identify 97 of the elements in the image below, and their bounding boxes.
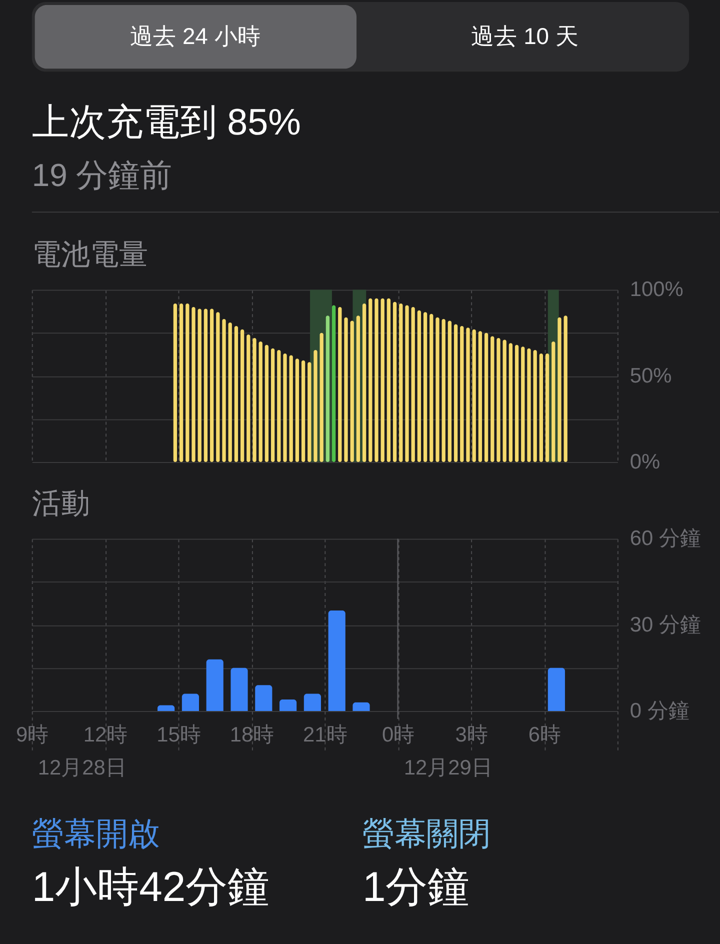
bar xyxy=(252,338,256,462)
bar xyxy=(204,308,208,462)
bar xyxy=(216,312,220,462)
bar xyxy=(527,348,531,462)
chart-title: 活動 xyxy=(32,488,90,520)
bar xyxy=(320,332,324,462)
text: 1小時42分鐘 xyxy=(32,863,270,910)
bar xyxy=(496,338,500,462)
bar xyxy=(295,358,300,462)
bar xyxy=(386,298,391,462)
bar xyxy=(234,326,238,462)
bar xyxy=(392,302,397,462)
y-tick-label: 0% xyxy=(630,450,660,474)
y-tick-label: 30 分鐘 xyxy=(630,613,701,636)
bar xyxy=(186,304,190,462)
bar xyxy=(436,317,440,462)
bar xyxy=(502,340,506,462)
bar xyxy=(350,320,354,462)
bar xyxy=(478,331,482,462)
x-tick-label: 3時 xyxy=(455,723,488,746)
bar xyxy=(344,317,348,462)
text: 12月29日 xyxy=(404,756,492,780)
bar xyxy=(442,319,446,462)
bar xyxy=(173,304,178,462)
bar xyxy=(368,298,372,462)
bar xyxy=(380,298,384,462)
bar xyxy=(514,344,519,462)
bar xyxy=(289,355,293,462)
bar xyxy=(158,705,175,712)
bar xyxy=(521,346,525,462)
bar xyxy=(255,685,272,712)
bar xyxy=(332,305,336,462)
bar xyxy=(326,316,330,462)
bar xyxy=(240,329,244,462)
text: 1分鐘 xyxy=(362,863,470,910)
bar xyxy=(508,343,513,462)
bar xyxy=(283,354,287,462)
bar xyxy=(352,702,370,712)
bar xyxy=(448,320,452,462)
bar xyxy=(411,306,415,462)
bar xyxy=(374,298,378,462)
bar xyxy=(182,694,199,712)
text: 過去 24 小時 xyxy=(130,22,260,49)
y-tick-label: 0 分鐘 xyxy=(630,699,690,722)
bar xyxy=(484,332,488,462)
bar xyxy=(246,334,250,462)
x-tick-label: 0時 xyxy=(382,723,415,746)
bar xyxy=(564,316,568,462)
bar xyxy=(258,341,262,462)
bar xyxy=(210,308,214,462)
x-tick-label: 18時 xyxy=(230,723,274,746)
bar xyxy=(460,326,464,462)
text: 螢幕關閉 xyxy=(362,815,490,852)
text: 上次充電到 85% xyxy=(32,101,301,142)
chart-title: 電池電量 xyxy=(32,238,148,271)
bar xyxy=(328,610,346,712)
bar xyxy=(314,350,318,462)
text: 19 分鐘前 xyxy=(32,157,172,194)
bar xyxy=(264,344,269,462)
bar xyxy=(490,336,494,462)
bar xyxy=(539,354,544,462)
bar xyxy=(533,350,537,462)
bar xyxy=(454,324,458,462)
bar xyxy=(222,319,226,462)
text: 過去 10 天 xyxy=(471,22,578,49)
x-tick-label: 12時 xyxy=(83,723,128,746)
bar xyxy=(545,354,550,462)
bar xyxy=(399,304,403,462)
y-tick-label: 60 分鐘 xyxy=(630,527,701,550)
bar xyxy=(206,659,224,712)
y-tick-label: 50% xyxy=(630,364,672,388)
bar xyxy=(192,306,196,462)
bar xyxy=(430,314,434,462)
bar xyxy=(423,312,428,462)
bar xyxy=(308,362,312,462)
bar xyxy=(472,329,476,462)
bar xyxy=(466,328,470,462)
bar xyxy=(304,694,321,712)
bar xyxy=(405,305,409,462)
x-tick-label: 6時 xyxy=(528,723,562,746)
y-tick-label: 100% xyxy=(630,278,684,302)
bar xyxy=(179,304,184,462)
text: 螢幕開啟 xyxy=(32,815,160,852)
bar xyxy=(301,360,306,462)
bar xyxy=(270,348,275,462)
bar xyxy=(228,322,232,462)
bar xyxy=(280,700,297,712)
bar xyxy=(417,310,422,462)
text: 12月28日 xyxy=(38,756,126,780)
bar xyxy=(277,350,281,462)
bar xyxy=(198,308,202,462)
x-tick-label: 15時 xyxy=(156,723,201,746)
x-tick-label: 21時 xyxy=(303,723,348,746)
bar xyxy=(338,306,342,462)
bar xyxy=(230,668,248,712)
bar xyxy=(552,341,556,462)
x-tick-label: 9時 xyxy=(16,723,49,746)
